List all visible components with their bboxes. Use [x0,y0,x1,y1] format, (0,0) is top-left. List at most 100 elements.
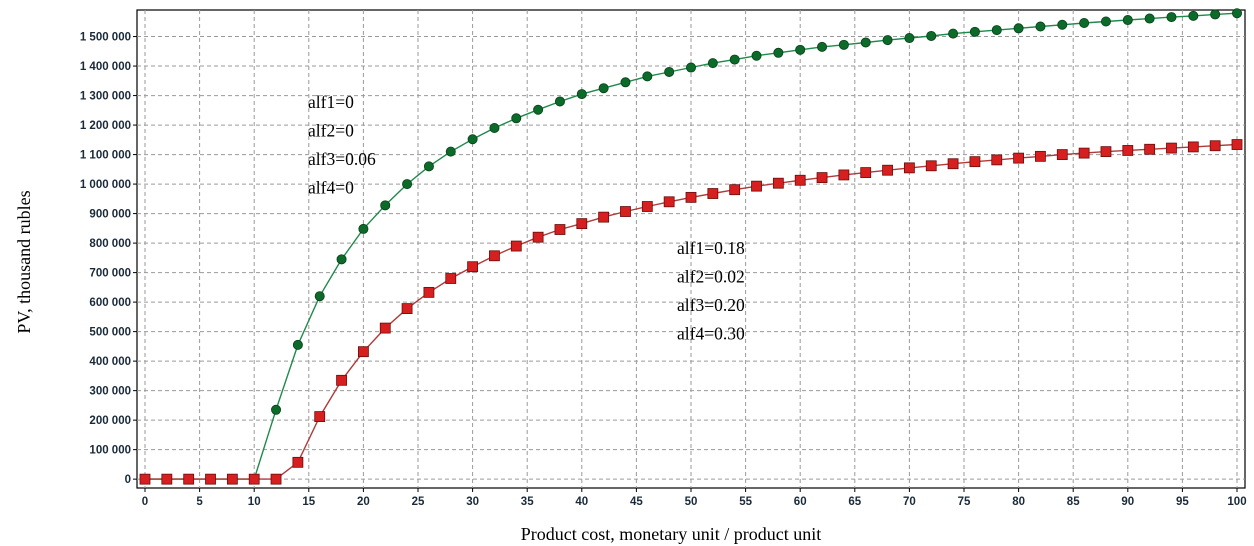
data-point [510,240,522,252]
data-point [1035,150,1046,162]
data-point [139,473,151,485]
data-point [1144,143,1156,155]
data-point [860,37,871,48]
data-point [751,50,762,61]
data-point [772,177,784,189]
x-tick-label: 100 [1227,496,1246,508]
data-point [379,322,391,334]
data-point [1079,17,1090,28]
x-axis-label: Product cost, monetary unit / product un… [521,524,821,544]
data-point [729,184,741,196]
annotation-line: alf2=0 [308,121,354,141]
annotations: alf1=0 alf2=0 alf3=0.06 alf4=0 alf1=0.18 alf2… [308,92,745,344]
data-point [969,156,981,168]
data-point [1231,139,1243,150]
data-point [707,188,719,199]
annotation-line: alf1=0.18 [677,238,745,258]
data-point [445,146,456,157]
data-point [838,39,849,50]
data-point [925,160,937,172]
data-point [380,200,391,211]
x-tick-label: 30 [466,496,479,508]
data-point [358,223,369,234]
y-tick-label: 900 000 [89,209,131,221]
data-point [642,71,653,82]
y-tick-label: 500 000 [89,327,131,339]
data-point [271,404,282,415]
data-point [292,339,303,350]
y-tick-label: 1 200 000 [80,120,131,132]
data-point [751,180,762,192]
data-point [1188,10,1199,21]
x-tick-label: 50 [685,496,698,508]
data-point [904,162,915,174]
data-point [1187,141,1199,153]
data-point [773,47,784,58]
y-tick-label: 1 500 000 [80,32,131,44]
data-point [357,346,369,358]
data-point [445,273,457,284]
data-point [663,196,675,208]
data-point [336,374,347,386]
data-point [641,201,653,212]
data-point [1035,21,1046,32]
data-point [554,96,565,107]
series-red [139,139,1243,485]
annotation-line: alf1=0 [308,92,354,112]
x-tick-label: 25 [412,496,425,508]
data-point [423,161,434,172]
x-tick-label: 20 [357,496,370,508]
data-point [685,191,697,203]
x-tick-label: 65 [848,496,861,508]
data-point [794,174,806,186]
data-point [664,66,675,77]
data-point [532,231,544,243]
data-point [576,89,587,100]
data-point [226,473,238,485]
data-point [882,35,893,46]
data-point [183,473,195,485]
y-tick-label: 300 000 [89,386,131,398]
data-point [1122,15,1133,26]
data-point [598,83,609,94]
grid [137,10,1245,488]
tick-labels: 0 5 10 15 20 25 30 35 40 45 50 55 60 65 70 75 80 85 90 95 10… [80,32,1247,508]
data-point [1057,19,1068,30]
x-tick-label: 95 [1176,496,1189,508]
x-tick-label: 45 [630,496,643,508]
data-point [467,261,479,273]
data-point [205,473,216,485]
data-point [423,286,435,298]
data-point [707,58,718,69]
y-axis-label: PV, thousand rubles [14,190,34,333]
x-tick-label: 15 [302,496,315,508]
data-point [1013,23,1024,34]
data-point [904,33,915,44]
data-point [817,41,828,52]
x-tick-label: 90 [1121,496,1134,508]
data-point [816,172,828,183]
data-point [161,473,173,485]
data-point [882,164,893,176]
data-point [1209,140,1221,152]
x-tick-label: 55 [739,496,752,508]
y-tick-label: 200 000 [89,415,131,427]
data-point [1166,12,1177,23]
data-point [1056,149,1068,160]
y-tick-label: 700 000 [89,268,131,280]
y-tick-label: 800 000 [89,238,131,250]
x-tick-label: 35 [521,496,534,508]
data-point [991,25,1002,36]
data-point [1166,142,1177,154]
annotation-green-params: alf1=0 alf2=0 alf3=0.06 alf4=0 [308,92,376,198]
x-tick-label: 85 [1067,496,1080,508]
x-tick-label: 60 [794,496,807,508]
annotation-red-params: alf1=0.18 alf2=0.02 alf3=0.20 alf4=0.30 [677,238,745,344]
data-point [991,154,1003,166]
x-tick-label: 10 [248,496,261,508]
y-tick-label: 400 000 [89,356,131,368]
data-point [1144,13,1155,24]
x-tick-label: 70 [903,496,916,508]
data-point [402,179,413,190]
